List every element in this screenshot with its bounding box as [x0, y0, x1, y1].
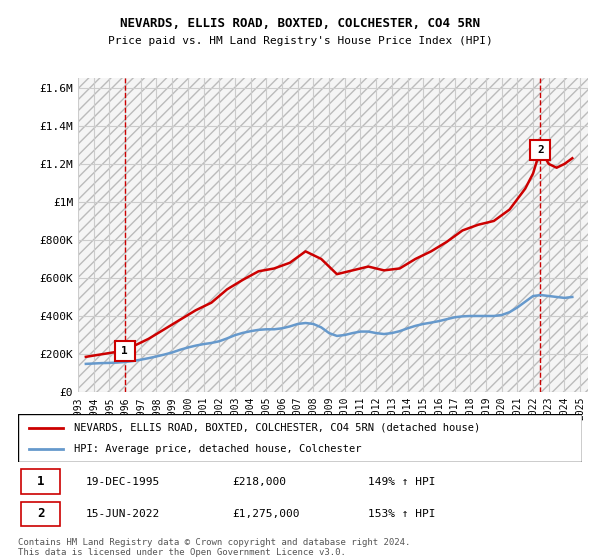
- Bar: [94, 78, 109, 392]
- Bar: [188, 78, 203, 392]
- Text: 153% ↑ HPI: 153% ↑ HPI: [368, 508, 435, 519]
- Bar: [423, 78, 439, 392]
- Bar: [109, 78, 125, 392]
- Bar: [203, 78, 219, 392]
- Text: Price paid vs. HM Land Registry's House Price Index (HPI): Price paid vs. HM Land Registry's House …: [107, 36, 493, 46]
- Bar: [392, 78, 407, 392]
- Text: 2: 2: [537, 144, 544, 155]
- Bar: [517, 78, 533, 392]
- Bar: [549, 78, 565, 392]
- Text: 19-DEC-1995: 19-DEC-1995: [86, 477, 160, 487]
- Bar: [298, 78, 313, 392]
- Bar: [455, 78, 470, 392]
- Text: NEVARDS, ELLIS ROAD, BOXTED, COLCHESTER, CO4 5RN (detached house): NEVARDS, ELLIS ROAD, BOXTED, COLCHESTER,…: [74, 423, 481, 433]
- Bar: [282, 78, 298, 392]
- Bar: [345, 78, 361, 392]
- Bar: [141, 78, 157, 392]
- Bar: [486, 78, 502, 392]
- Bar: [219, 78, 235, 392]
- Text: £1,275,000: £1,275,000: [232, 508, 300, 519]
- FancyBboxPatch shape: [18, 414, 582, 462]
- Bar: [407, 78, 423, 392]
- Bar: [266, 78, 282, 392]
- Bar: [172, 78, 188, 392]
- Bar: [565, 78, 580, 392]
- Bar: [361, 78, 376, 392]
- Bar: [533, 78, 549, 392]
- Bar: [251, 78, 266, 392]
- Bar: [329, 78, 345, 392]
- Text: NEVARDS, ELLIS ROAD, BOXTED, COLCHESTER, CO4 5RN: NEVARDS, ELLIS ROAD, BOXTED, COLCHESTER,…: [120, 17, 480, 30]
- Bar: [502, 78, 517, 392]
- Bar: [470, 78, 486, 392]
- Text: £218,000: £218,000: [232, 477, 286, 487]
- Bar: [313, 78, 329, 392]
- FancyBboxPatch shape: [21, 469, 61, 494]
- Bar: [78, 78, 94, 392]
- Bar: [439, 78, 455, 392]
- Bar: [157, 78, 172, 392]
- Bar: [235, 78, 251, 392]
- Text: 2: 2: [37, 507, 44, 520]
- Text: Contains HM Land Registry data © Crown copyright and database right 2024.
This d: Contains HM Land Registry data © Crown c…: [18, 538, 410, 557]
- Text: 15-JUN-2022: 15-JUN-2022: [86, 508, 160, 519]
- Text: 1: 1: [121, 346, 128, 356]
- Bar: [125, 78, 141, 392]
- Text: 149% ↑ HPI: 149% ↑ HPI: [368, 477, 435, 487]
- FancyBboxPatch shape: [21, 502, 61, 526]
- Text: HPI: Average price, detached house, Colchester: HPI: Average price, detached house, Colc…: [74, 444, 362, 454]
- Text: 1: 1: [37, 475, 44, 488]
- Bar: [376, 78, 392, 392]
